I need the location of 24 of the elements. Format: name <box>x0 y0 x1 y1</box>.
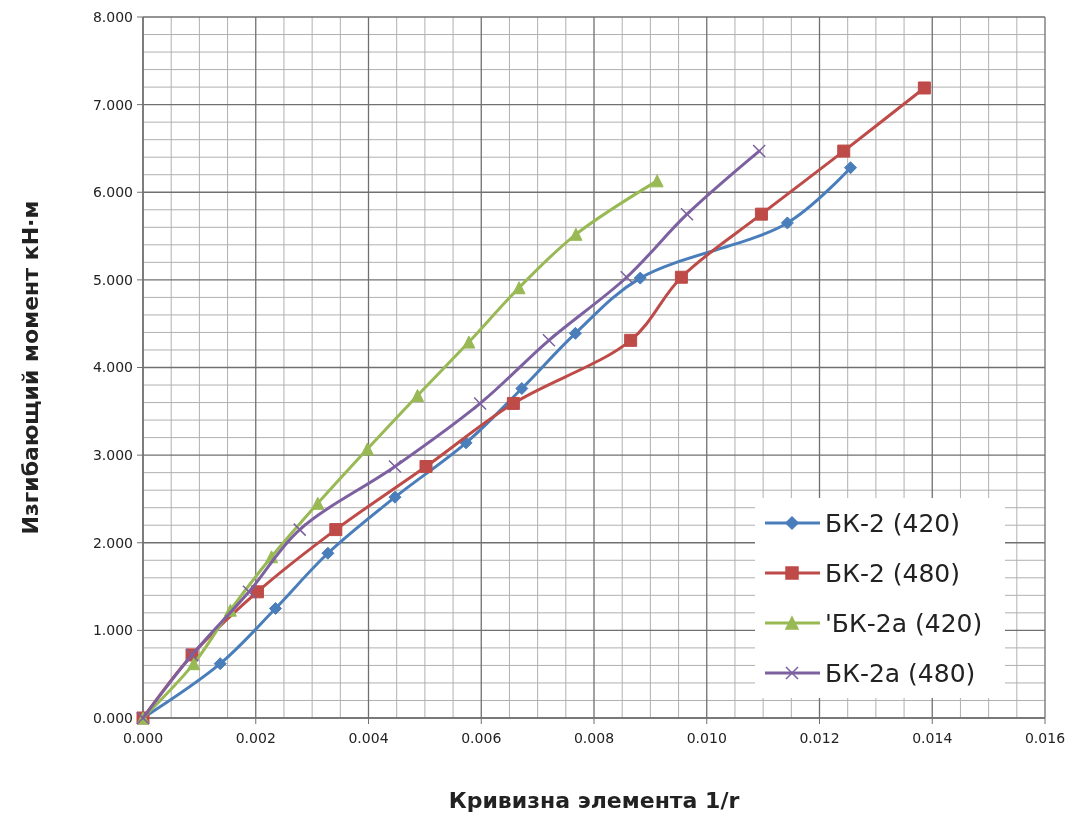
x-tick-label: 0.000 <box>122 730 164 746</box>
y-tick-label: 0.000 <box>92 709 133 726</box>
x-tick-label: 0.016 <box>1024 730 1066 746</box>
legend-label: БК-2 (420) <box>825 508 960 538</box>
y-tick-label: 5.000 <box>92 271 133 288</box>
x-tick-label: 0.006 <box>461 730 502 746</box>
x-tick-label: 0.010 <box>686 730 727 746</box>
y-tick-label: 3.000 <box>92 447 133 464</box>
x-tick-label: 0.004 <box>348 730 389 746</box>
y-tick-label: 6.000 <box>92 184 133 201</box>
y-tick-label: 7.000 <box>92 96 133 113</box>
legend-label: 'БК-2а (420) <box>825 608 983 638</box>
x-tick-label: 0.014 <box>912 730 953 746</box>
x-tick-label: 0.002 <box>235 730 276 746</box>
x-axis-title: Кривизна элемента 1/r <box>448 788 740 813</box>
y-tick-label: 1.000 <box>92 622 133 639</box>
y-tick-label: 4.000 <box>92 359 133 376</box>
x-tick-label: 0.012 <box>799 730 840 746</box>
y-axis-title: Изгибающий момент кН·м <box>18 200 43 535</box>
y-tick-label: 8.000 <box>92 8 133 25</box>
y-tick-label: 2.000 <box>92 534 133 551</box>
legend-label: БК-2а (480) <box>825 658 976 688</box>
legend-label: БК-2 (480) <box>825 558 960 588</box>
x-tick-label: 0.008 <box>573 730 615 746</box>
